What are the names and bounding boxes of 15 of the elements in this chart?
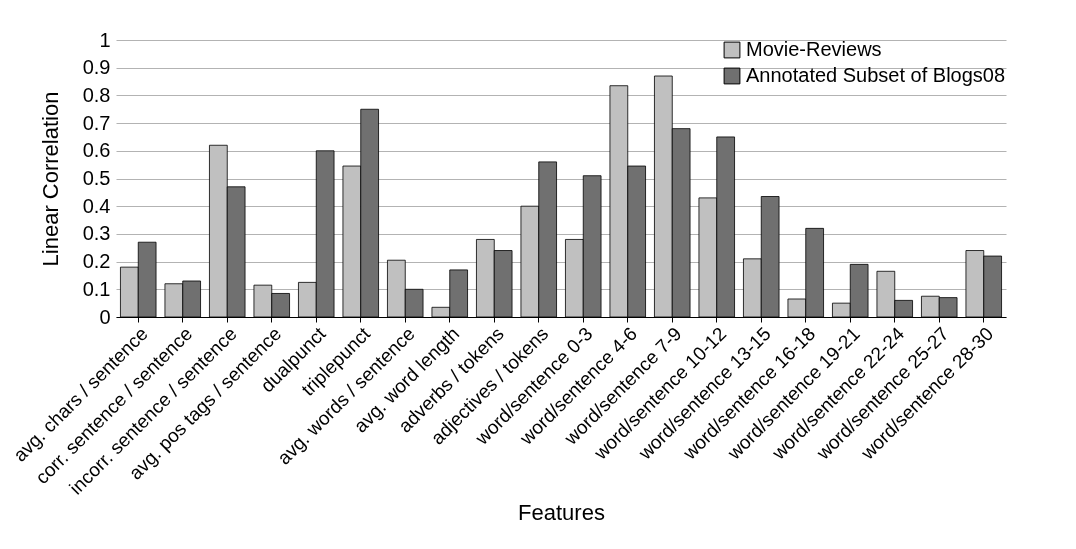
y-tick-label: 0.1 (82, 277, 111, 300)
y-tick-label: 0.2 (82, 250, 111, 273)
legend-label: Annotated Subset of Blogs08 (746, 64, 1006, 86)
x-axis-title: Features (518, 499, 605, 525)
y-tick-label: 0.3 (82, 222, 111, 245)
y-axis-title: Linear Correlation (37, 91, 63, 267)
y-tick-label: 0.9 (82, 56, 111, 79)
y-tick-label: 0.6 (82, 139, 111, 162)
y-tick-label: 0.4 (82, 194, 111, 217)
y-tick-label: 0 (99, 305, 111, 328)
y-tick-label: 0.8 (82, 83, 111, 106)
y-tick-label: 0.7 (82, 111, 111, 134)
y-tick-label: 0.5 (82, 167, 111, 189)
legend-label: Movie-Reviews (746, 38, 882, 60)
y-tick-label: 1 (99, 28, 111, 51)
